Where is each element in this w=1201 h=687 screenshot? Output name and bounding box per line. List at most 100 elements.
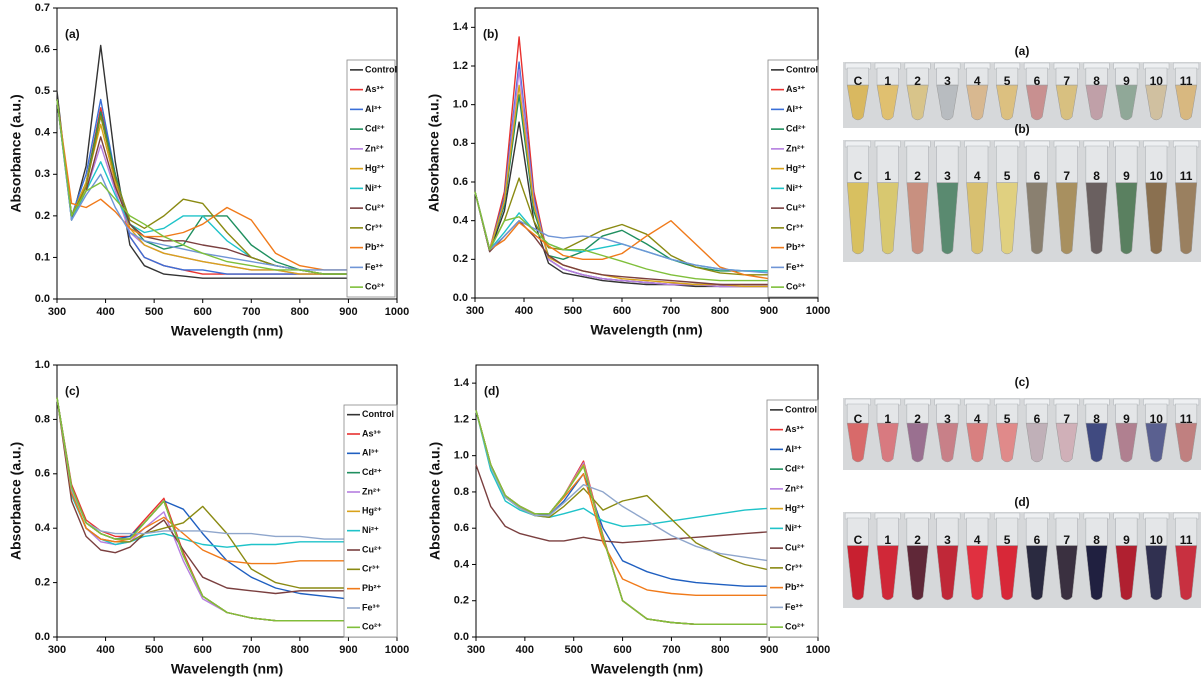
- legend-label: Co²⁺: [362, 622, 382, 632]
- tube-liquid: [966, 84, 989, 121]
- tube-liquid: [966, 182, 989, 255]
- x-axis-title: Wavelength (nm): [171, 323, 283, 339]
- x-tick-label: 300: [467, 644, 485, 656]
- tube-liquid: [996, 182, 1019, 255]
- y-tick-label: 0.6: [454, 522, 469, 534]
- legend-label: Hg²⁺: [786, 163, 806, 173]
- legend-label: Hg²⁺: [362, 506, 382, 516]
- tube-liquid: [876, 84, 899, 121]
- tube-liquid: [1085, 84, 1108, 121]
- legend-label: Al³⁺: [786, 104, 803, 114]
- x-tick-label: 1000: [806, 305, 830, 317]
- legend-box: [346, 59, 396, 298]
- legend-label: Al³⁺: [365, 104, 382, 114]
- tube-liquid: [1115, 84, 1138, 121]
- series-line: [56, 44, 349, 279]
- series-line: [56, 397, 349, 589]
- x-tick-label: 600: [194, 306, 212, 318]
- photo-background: [843, 512, 1201, 608]
- tube-liquid: [1025, 182, 1048, 255]
- legend-label: Control: [362, 409, 394, 419]
- legend-label: As³⁺: [786, 84, 806, 94]
- tube-liquid: [996, 84, 1019, 121]
- legend-box: [766, 399, 819, 638]
- tube-liquid: [1145, 84, 1168, 121]
- legend-label: Al³⁺: [785, 444, 802, 454]
- y-tick-label: 0.0: [35, 631, 50, 643]
- x-tick-label: 1000: [385, 644, 409, 656]
- tube-liquid: [846, 182, 869, 255]
- x-tick-label: 400: [516, 644, 534, 656]
- legend-box: [343, 404, 398, 638]
- x-tick-label: 800: [291, 644, 309, 656]
- x-tick-label: 500: [145, 644, 163, 656]
- y-tick-label: 1.0: [35, 359, 50, 371]
- tube-label: C: [854, 169, 863, 183]
- series-line: [474, 177, 769, 276]
- x-tick-label: 600: [194, 644, 212, 656]
- legend-label: Ni²⁺: [365, 183, 382, 193]
- legend-label: Ni²⁺: [785, 523, 802, 533]
- series-line: [56, 397, 349, 622]
- series-line: [56, 397, 349, 600]
- y-tick-label: 0.6: [453, 176, 468, 188]
- tube-label: 8: [1093, 412, 1100, 426]
- tube-liquid: [846, 422, 869, 463]
- panel-label: (c): [65, 384, 80, 398]
- series-line: [474, 121, 769, 288]
- tube-label: 4: [974, 169, 981, 183]
- y-tick-label: 0.4: [35, 522, 51, 534]
- tube-label: 5: [1004, 169, 1011, 183]
- x-axis-title: Wavelength (nm): [591, 661, 703, 677]
- tube-liquid: [936, 545, 959, 601]
- tube-label: 1: [884, 169, 891, 183]
- tube-label: 6: [1034, 169, 1041, 183]
- x-tick-label: 1000: [806, 644, 830, 656]
- tube-label: C: [854, 74, 863, 88]
- legend-label: Cr³⁺: [785, 562, 803, 572]
- tube-liquid: [906, 182, 929, 255]
- tube-liquid: [876, 422, 899, 463]
- y-tick-label: 1.0: [454, 450, 469, 462]
- x-tick-label: 600: [613, 644, 631, 656]
- x-tick-label: 700: [242, 306, 260, 318]
- y-tick-label: 0.6: [35, 43, 50, 55]
- y-tick-label: 1.2: [453, 60, 468, 72]
- y-tick-label: 0.0: [35, 293, 50, 305]
- series-line: [474, 84, 769, 288]
- tube-liquid: [1055, 182, 1078, 255]
- x-tick-label: 900: [339, 306, 357, 318]
- tube-liquid: [936, 84, 959, 121]
- legend-label: Cr³⁺: [786, 222, 804, 232]
- tube-label: 4: [974, 412, 981, 426]
- y-tick-label: 0.4: [453, 215, 469, 227]
- legend-label: Fe³⁺: [365, 262, 384, 272]
- tube-label: 10: [1150, 74, 1164, 88]
- x-tick-label: 300: [48, 306, 66, 318]
- x-tick-label: 900: [339, 644, 357, 656]
- legend-label: Pb²⁺: [785, 582, 804, 592]
- tube-label: 9: [1123, 533, 1130, 547]
- legend-label: Fe³⁺: [785, 602, 804, 612]
- legend-label: Cd²⁺: [785, 464, 805, 474]
- series-line: [56, 397, 349, 540]
- panel-label: (a): [65, 27, 80, 41]
- photo-label: (b): [1014, 122, 1029, 136]
- y-tick-label: 0.2: [35, 210, 50, 222]
- tube-liquid: [996, 422, 1019, 463]
- legend-box: [767, 59, 819, 298]
- legend-label: Cr³⁺: [365, 222, 383, 232]
- x-tick-label: 700: [662, 305, 680, 317]
- photo-label: (d): [1014, 495, 1029, 509]
- tube-liquid: [1115, 545, 1138, 601]
- x-tick-label: 300: [48, 644, 66, 656]
- tube-label: 9: [1123, 169, 1130, 183]
- tube-liquid: [1025, 84, 1048, 121]
- tube-label: 11: [1180, 169, 1193, 183]
- legend-label: Control: [786, 64, 818, 74]
- tube-liquid: [1145, 545, 1168, 601]
- tube-liquid: [996, 545, 1019, 601]
- y-tick-label: 0.0: [454, 631, 469, 643]
- x-tick-label: 800: [291, 306, 309, 318]
- legend-label: Co²⁺: [785, 622, 805, 632]
